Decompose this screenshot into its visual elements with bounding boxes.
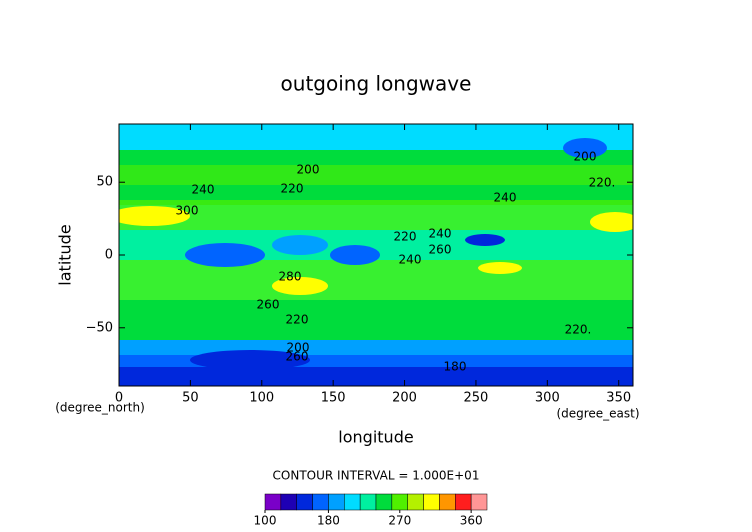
x-tick-label: 300 bbox=[535, 391, 560, 406]
colorbar-box bbox=[439, 493, 456, 511]
contour-label: 260 bbox=[257, 298, 280, 312]
contour-label: 240 bbox=[494, 191, 517, 205]
contour-label: 220 bbox=[281, 182, 304, 196]
contour-label: 200 bbox=[297, 163, 320, 177]
contour-label: 240 bbox=[429, 227, 452, 241]
colorbar-tick-label: 180 bbox=[317, 514, 340, 528]
colorbar-box bbox=[391, 493, 408, 511]
contour-label: 200 bbox=[287, 341, 310, 355]
x-tick-label: 50 bbox=[182, 391, 199, 406]
x-tick-label: 250 bbox=[464, 391, 489, 406]
contour-label: 260 bbox=[429, 243, 452, 257]
contour-label: 280 bbox=[279, 270, 302, 284]
colorbar-box bbox=[312, 493, 329, 511]
colorbar-tick-label: 100 bbox=[254, 514, 277, 528]
colorbar-box bbox=[407, 493, 424, 511]
colorbar-box bbox=[375, 493, 393, 511]
colorbar-box bbox=[264, 493, 282, 511]
x-tick-label: 0 bbox=[115, 391, 123, 406]
contour-label: 220 bbox=[286, 313, 309, 327]
contour-label: 220. bbox=[565, 323, 592, 337]
contour-label: 220. bbox=[589, 176, 616, 190]
contour-label: 220 bbox=[394, 230, 417, 244]
y-unit: (degree_north) bbox=[55, 401, 145, 415]
y-tick-label: 0 bbox=[105, 248, 113, 263]
colorbar-tick-label: 360 bbox=[460, 514, 483, 528]
colorbar-title: CONTOUR INTERVAL = 1.000E+01 bbox=[273, 469, 480, 483]
x-axis-label: longitude bbox=[338, 428, 413, 447]
x-tick-label: 350 bbox=[606, 391, 631, 406]
colorbar-box bbox=[470, 493, 488, 511]
colorbar-box bbox=[344, 493, 361, 511]
contour-label: 300 bbox=[176, 204, 199, 218]
y-tick-label: 50 bbox=[96, 175, 113, 190]
x-unit: (degree_east) bbox=[556, 407, 639, 421]
colorbar-box bbox=[280, 493, 297, 511]
colorbar-box bbox=[455, 493, 472, 511]
contour-label: 260 bbox=[286, 350, 309, 364]
colorbar-box bbox=[359, 493, 377, 511]
colorbar-box bbox=[296, 493, 313, 511]
x-tick-label: 100 bbox=[249, 391, 274, 406]
colorbar-box bbox=[423, 493, 440, 511]
contour-label: 200 bbox=[574, 150, 597, 164]
x-tick-label: 150 bbox=[321, 391, 346, 406]
y-tick-label: −50 bbox=[86, 320, 113, 335]
x-tick-label: 200 bbox=[392, 391, 417, 406]
contour-field bbox=[119, 124, 633, 386]
chart-title: outgoing longwave bbox=[281, 72, 472, 96]
colorbar-tick-label: 270 bbox=[388, 514, 411, 528]
colorbar-box bbox=[328, 493, 345, 511]
y-axis-label: latitude bbox=[56, 224, 75, 285]
contour-label: 180 bbox=[444, 360, 467, 374]
contour-label: 240 bbox=[192, 183, 215, 197]
contour-label: 240 bbox=[399, 253, 422, 267]
